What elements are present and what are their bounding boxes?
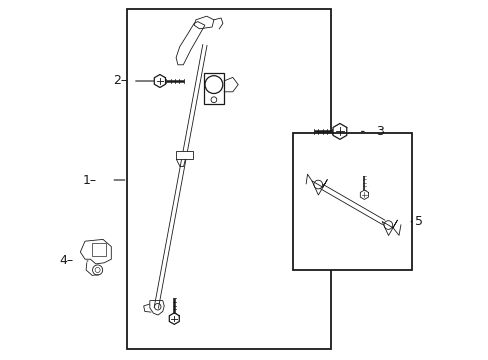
Text: 4–: 4– <box>59 255 73 267</box>
Text: 3: 3 <box>375 125 383 138</box>
Bar <box>292 133 411 270</box>
Bar <box>203 73 224 104</box>
Bar <box>92 243 106 256</box>
Bar <box>176 152 192 159</box>
Text: 2–: 2– <box>112 75 126 87</box>
Bar <box>127 9 330 349</box>
Text: 5: 5 <box>415 215 423 228</box>
Text: 1–: 1– <box>82 174 97 186</box>
